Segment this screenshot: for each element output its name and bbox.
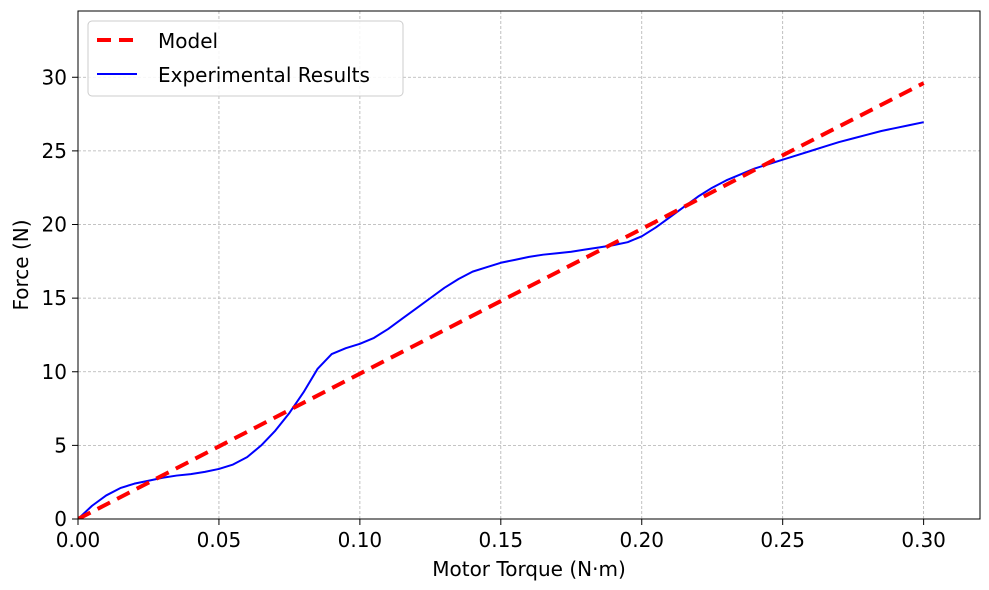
plot-frame [77,10,981,520]
series-line-experimental-results [78,121,924,519]
y-tick-label: 15 [42,286,67,310]
series-layer [78,81,925,519]
x-tick-label: 0.25 [760,528,805,552]
series-line-model [78,81,925,519]
x-tick-label: 0.30 [901,528,946,552]
y-axis-ticks: 0 5 10 15 20 25 30 [42,65,78,531]
x-tick-label: 0.00 [56,528,101,552]
y-tick-label: 5 [54,433,67,457]
y-tick-label: 10 [42,360,67,384]
y-axis-title: Force (N) [9,219,33,310]
x-tick-label: 0.15 [479,528,524,552]
legend: Model Experimental Results [87,20,404,97]
y-tick-label: 25 [42,139,67,163]
x-tick-label: 0.10 [338,528,383,552]
x-axis-ticks: 0.00 0.05 0.10 0.15 0.20 0.25 0.30 [56,519,946,552]
legend-label-model: Model [158,29,218,53]
legend-label-experimental: Experimental Results [158,63,370,87]
x-tick-label: 0.20 [619,528,664,552]
y-tick-label: 30 [42,65,67,89]
x-axis-title: Motor Torque (N·m) [432,557,626,581]
legend-box [87,20,404,97]
y-tick-label: 0 [54,507,67,531]
x-tick-label: 0.05 [197,528,242,552]
y-tick-label: 20 [42,213,67,237]
